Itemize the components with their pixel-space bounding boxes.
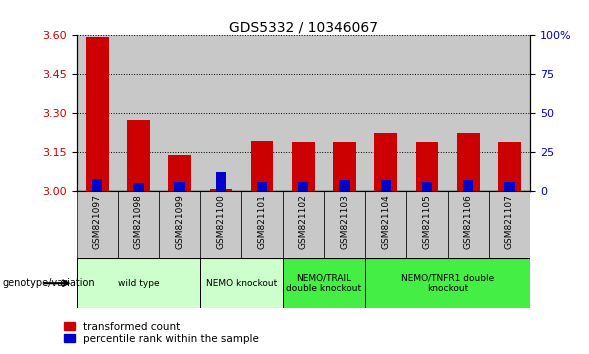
Bar xyxy=(118,35,159,191)
Bar xyxy=(77,191,118,258)
Bar xyxy=(92,179,102,191)
Bar xyxy=(77,258,200,308)
Text: NEMO/TNFR1 double
knockout: NEMO/TNFR1 double knockout xyxy=(401,274,494,293)
Bar xyxy=(241,191,283,258)
Bar xyxy=(241,35,283,191)
Text: genotype/variation: genotype/variation xyxy=(3,278,95,288)
Bar xyxy=(292,142,315,191)
Bar xyxy=(174,182,185,191)
Bar xyxy=(216,172,226,191)
Bar xyxy=(457,133,479,191)
Bar xyxy=(210,189,232,191)
Bar xyxy=(448,35,489,191)
Bar xyxy=(422,182,432,191)
Text: NEMO knockout: NEMO knockout xyxy=(206,279,277,288)
Bar xyxy=(339,180,350,191)
Bar xyxy=(200,191,241,258)
Bar xyxy=(365,258,530,308)
Bar xyxy=(159,191,200,258)
Bar xyxy=(200,35,241,191)
Bar xyxy=(283,35,324,191)
Bar xyxy=(298,182,309,191)
Bar xyxy=(86,37,108,191)
Text: GSM821104: GSM821104 xyxy=(381,195,391,249)
Bar xyxy=(283,191,324,258)
Bar xyxy=(406,191,448,258)
Bar xyxy=(118,191,159,258)
Bar xyxy=(489,191,530,258)
Bar xyxy=(375,133,397,191)
Bar xyxy=(77,35,118,191)
Bar xyxy=(448,191,489,258)
Text: GSM821102: GSM821102 xyxy=(299,195,308,249)
Bar xyxy=(498,142,521,191)
Bar xyxy=(504,182,515,191)
Text: wild type: wild type xyxy=(118,279,159,288)
Text: GSM821099: GSM821099 xyxy=(175,195,184,250)
Bar xyxy=(463,180,474,191)
Legend: transformed count, percentile rank within the sample: transformed count, percentile rank withi… xyxy=(64,322,259,344)
Title: GDS5332 / 10346067: GDS5332 / 10346067 xyxy=(229,20,378,34)
Bar xyxy=(365,191,406,258)
Bar xyxy=(324,191,365,258)
Bar xyxy=(489,35,530,191)
Bar xyxy=(406,35,448,191)
Bar xyxy=(380,180,391,191)
Text: GSM821103: GSM821103 xyxy=(340,195,349,250)
Bar xyxy=(200,258,283,308)
Bar xyxy=(257,182,267,191)
Bar xyxy=(127,120,150,191)
Bar xyxy=(168,155,191,191)
Text: GSM821105: GSM821105 xyxy=(422,195,432,250)
Text: NEMO/TRAIL
double knockout: NEMO/TRAIL double knockout xyxy=(286,274,362,293)
Text: GSM821100: GSM821100 xyxy=(216,195,226,250)
Text: GSM821098: GSM821098 xyxy=(134,195,143,250)
Text: GSM821101: GSM821101 xyxy=(257,195,267,250)
Bar xyxy=(133,183,144,191)
Bar xyxy=(159,35,200,191)
Bar xyxy=(324,35,365,191)
Text: GSM821106: GSM821106 xyxy=(464,195,473,250)
Bar xyxy=(365,35,406,191)
Bar xyxy=(283,258,365,308)
Bar xyxy=(333,142,356,191)
Bar xyxy=(416,142,438,191)
Text: GSM821107: GSM821107 xyxy=(505,195,514,250)
Text: GSM821097: GSM821097 xyxy=(92,195,102,250)
Bar xyxy=(251,141,273,191)
